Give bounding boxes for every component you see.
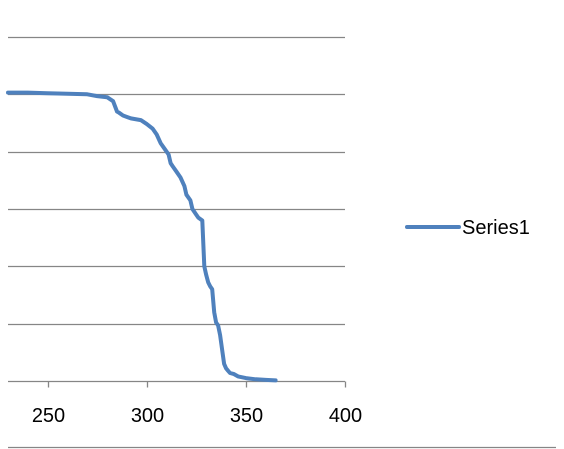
gridlines [8, 36, 345, 326]
legend: Series1 [405, 217, 530, 239]
x-tick-label-300: 300 [131, 405, 164, 427]
x-tick-label-350: 350 [230, 405, 263, 427]
legend-label-1: Series1 [462, 217, 530, 239]
x-axis: 250 300 350 400 [8, 380, 362, 427]
x-tick-label-400: 400 [329, 405, 362, 427]
x-tick-label-250: 250 [32, 405, 65, 427]
series-layer [6, 90, 278, 383]
series-line-1 [6, 90, 278, 383]
